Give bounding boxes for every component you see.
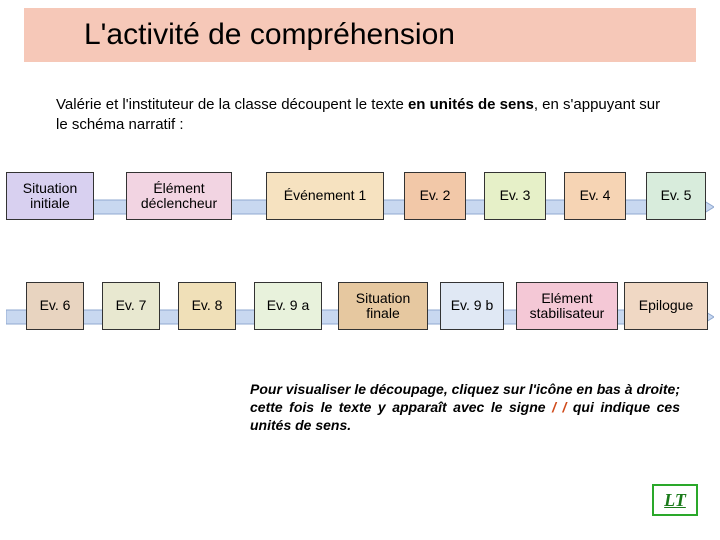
timeline-node: Ev. 2 — [404, 172, 466, 220]
timeline-node: Ev. 9 b — [440, 282, 504, 330]
timeline-node: Ev. 7 — [102, 282, 160, 330]
timeline-row-2: Ev. 6 Ev. 7 Ev. 8 Ev. 9 a Situation finaleEv… — [6, 282, 714, 348]
timeline-node: Situation finale — [338, 282, 428, 330]
timeline-node: Ev. 6 — [26, 282, 84, 330]
lt-label: LT — [664, 490, 686, 511]
timeline-node: Ev. 4 — [564, 172, 626, 220]
timeline-node: Élément déclencheur — [126, 172, 232, 220]
intro-pre: Valérie et l'instituteur de la classe dé… — [56, 96, 408, 113]
footnote: Pour visualiser le découpage, cliquez su… — [250, 380, 680, 435]
slide: L'activité de compréhension Valérie et l… — [0, 0, 720, 540]
timeline-row-1: Situation initiale Élément déclencheur Évé… — [6, 172, 714, 238]
timeline-node: Ev. 9 a — [254, 282, 322, 330]
timeline-node: Situation initiale — [6, 172, 94, 220]
timeline-node: Elément stabilisateur — [516, 282, 618, 330]
intro-bold: en unités de sens — [408, 96, 534, 113]
timeline-node: Epilogue — [624, 282, 708, 330]
intro-paragraph: Valérie et l'instituteur de la classe dé… — [56, 95, 664, 134]
timeline-node: Événement 1 — [266, 172, 384, 220]
timeline-node: Ev. 3 — [484, 172, 546, 220]
title-band: L'activité de compréhension — [24, 8, 696, 62]
lt-button[interactable]: LT — [652, 484, 698, 516]
timeline-node: Ev. 8 — [178, 282, 236, 330]
page-title: L'activité de compréhension — [84, 18, 455, 52]
timeline-node: Ev. 5 — [646, 172, 706, 220]
footnote-marks: / / — [552, 399, 566, 415]
